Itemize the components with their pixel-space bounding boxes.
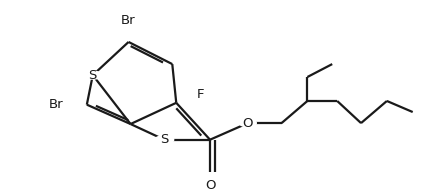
Text: O: O: [205, 179, 215, 192]
Text: S: S: [89, 69, 97, 82]
Text: O: O: [243, 117, 253, 130]
Circle shape: [83, 71, 102, 79]
Text: Br: Br: [121, 14, 136, 27]
Circle shape: [239, 120, 256, 127]
Text: S: S: [160, 133, 169, 146]
Text: Br: Br: [49, 98, 63, 111]
Circle shape: [155, 136, 174, 144]
Text: F: F: [196, 88, 204, 101]
